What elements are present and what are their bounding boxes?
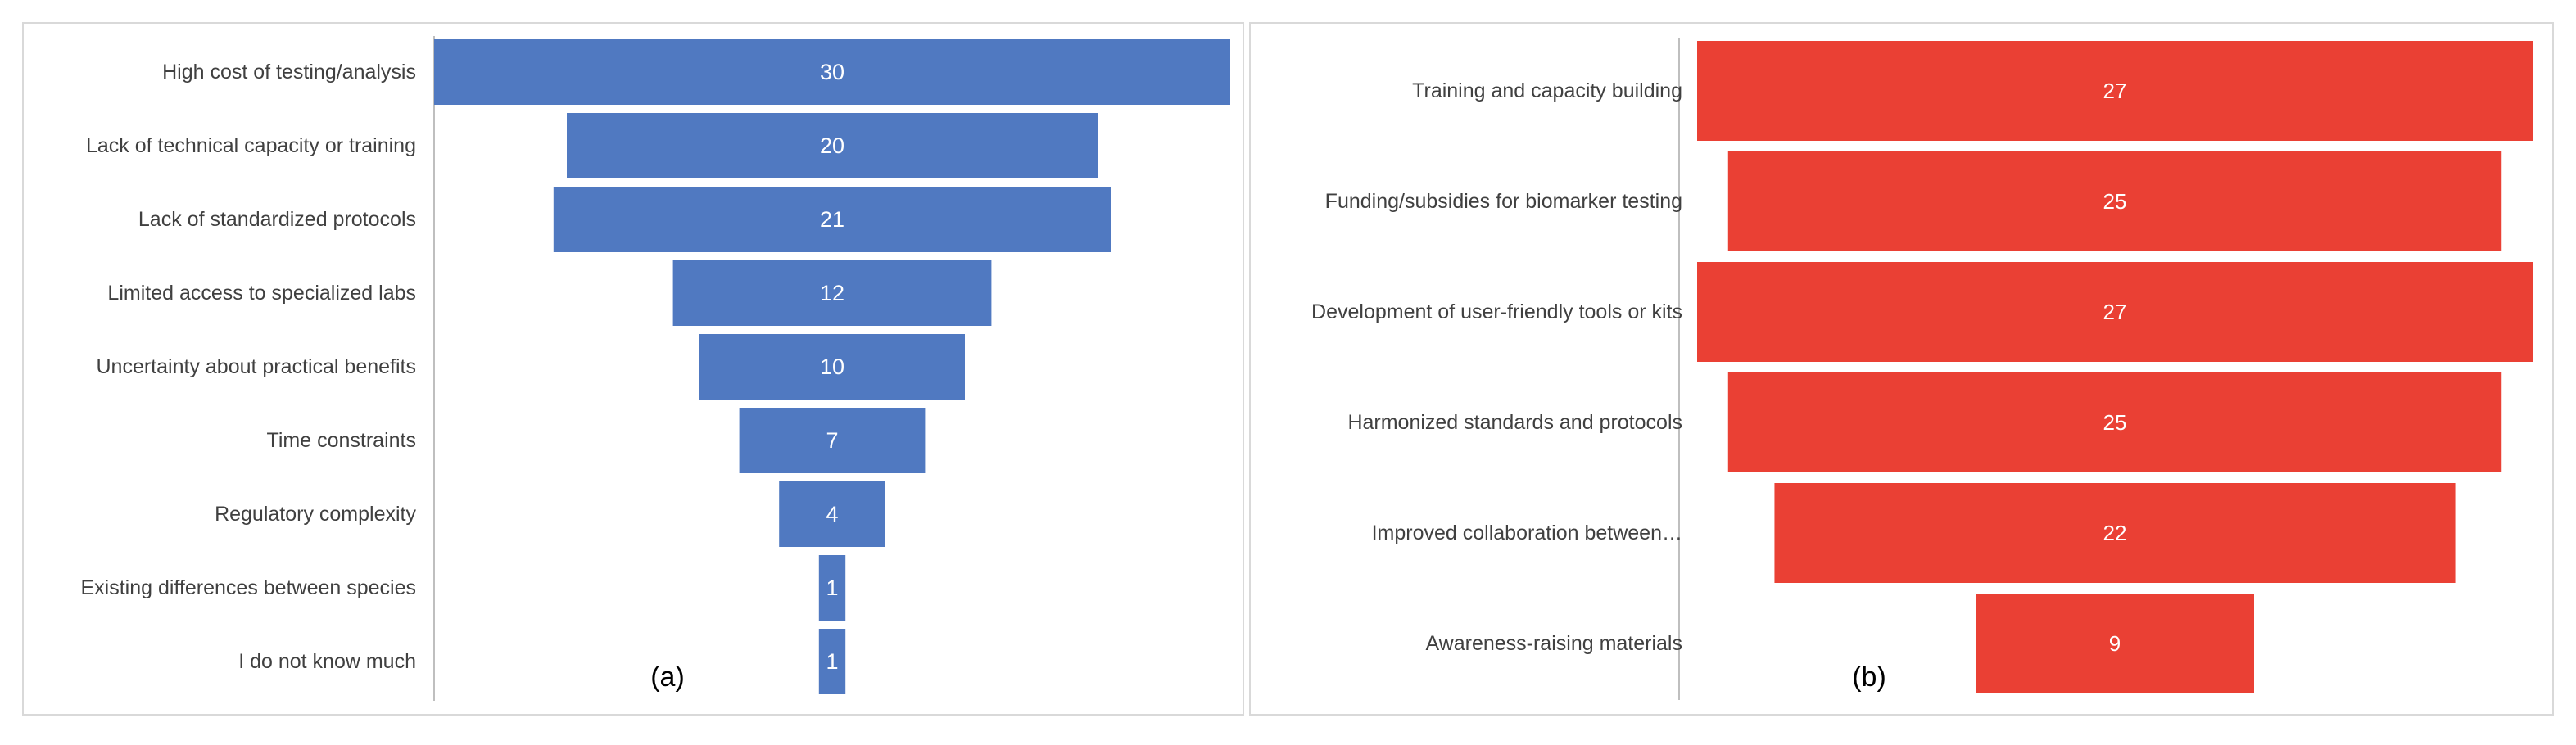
category-label: Harmonized standards and protocols: [1347, 411, 1682, 434]
data-label: 1: [826, 576, 838, 600]
data-label: 21: [820, 207, 844, 232]
funnel-bar: [739, 408, 926, 473]
funnel-bar: [779, 481, 885, 547]
category-label: Funding/subsidies for biomarker testing: [1325, 190, 1682, 213]
data-label: 27: [2103, 79, 2127, 103]
category-label: Limited access to specialized labs: [107, 282, 416, 305]
category-label: High cost of testing/analysis: [162, 61, 416, 84]
category-label: Uncertainty about practical benefits: [97, 355, 417, 378]
funnel-bar: [553, 187, 1111, 252]
chart-panel-b: 27 Training and capacity building 25 Fundin…: [1249, 22, 2554, 716]
funnel-bar: [672, 260, 992, 326]
panel-frame: [1249, 22, 2554, 716]
data-label: 10: [820, 354, 844, 379]
category-label: Awareness-raising materials: [1425, 632, 1682, 655]
category-label: Lack of technical capacity or training: [86, 134, 416, 157]
funnel-bar: [1727, 372, 2502, 472]
category-label: Training and capacity building: [1412, 79, 1682, 102]
funnel-bar: [1727, 151, 2502, 251]
category-label: Lack of standardized protocols: [138, 208, 416, 231]
category-label: Development of user-friendly tools or ki…: [1311, 300, 1682, 323]
category-label: Regulatory complexity: [215, 503, 416, 526]
category-label: I do not know much: [238, 650, 416, 673]
funnel-bar: [699, 334, 965, 400]
funnel-bar: [818, 629, 846, 694]
funnel-bar: [818, 555, 846, 621]
data-label: 20: [820, 133, 844, 158]
funnel-bar: [1774, 483, 2456, 583]
data-label: 22: [2103, 521, 2127, 545]
data-label: 12: [820, 281, 844, 305]
data-label: 9: [2109, 631, 2121, 656]
category-label: Time constraints: [267, 429, 416, 452]
category-label: Improved collaboration between…: [1372, 522, 1682, 544]
funnel-bar: [1976, 594, 2254, 693]
data-label: 1: [826, 649, 838, 674]
panel-frame: [22, 22, 1244, 716]
data-label: 4: [826, 502, 838, 526]
funnel-bar: [567, 113, 1098, 178]
funnel-bar: [434, 39, 1230, 105]
data-label: 25: [2103, 189, 2127, 214]
data-label: 30: [820, 60, 844, 84]
data-label: 7: [826, 428, 838, 453]
funnel-bar: [1697, 262, 2533, 362]
category-label: Existing differences between species: [81, 576, 417, 599]
chart-panel-a: 30 High cost of testing/analysis 20 Lack of…: [22, 22, 1244, 716]
data-label: 27: [2103, 300, 2127, 324]
funnel-bar: [1697, 41, 2533, 141]
panel-label: (a): [650, 661, 685, 693]
panel-label: (b): [1852, 661, 1886, 693]
data-label: 25: [2103, 410, 2127, 435]
